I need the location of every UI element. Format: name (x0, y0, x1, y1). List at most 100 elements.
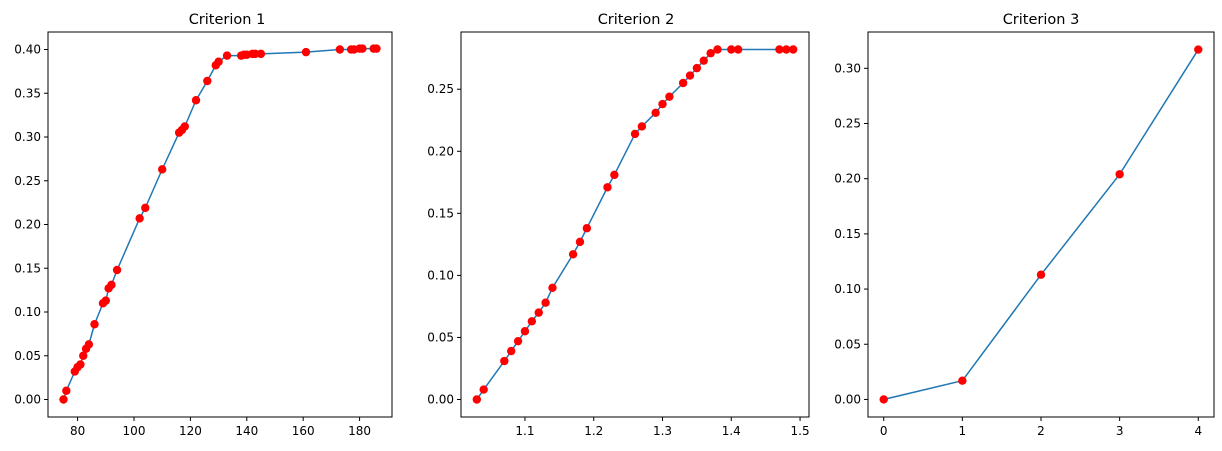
data-point (62, 386, 71, 395)
x-tick-label: 100 (123, 424, 146, 438)
x-tick-label: 3 (1116, 424, 1124, 438)
y-tick-label: 0.20 (834, 172, 861, 186)
data-point (706, 49, 715, 58)
data-point (107, 280, 116, 290)
x-tick-label: 0 (880, 424, 888, 438)
y-tick-label: 0.00 (834, 392, 861, 406)
data-point (479, 385, 488, 394)
y-tick-label: 0.15 (834, 227, 861, 241)
data-point (958, 376, 967, 385)
x-tick-label: 1.4 (722, 424, 741, 438)
data-point (214, 57, 223, 66)
data-point (685, 71, 695, 80)
data-point (678, 78, 688, 88)
subplot-criterion-3: Criterion 3 0 1 2 3 4 0.00 0.05 0.10 0.15 0.20 0.2… (834, 12, 1215, 438)
chart-title: Criterion 3 (1003, 12, 1080, 28)
x-tick-label: 120 (179, 424, 202, 438)
data-point (782, 45, 791, 54)
data-point (630, 129, 640, 139)
data-point (76, 360, 85, 369)
x-tick-label: 1.2 (584, 424, 603, 438)
data-point (603, 183, 612, 192)
data-marks: 0 1 2 3 4 0.00 0.05 0.10 0.15 0.20 0.25 0.30 (834, 45, 1203, 438)
x-tick-label: 80 (70, 424, 85, 438)
data-point (548, 283, 557, 292)
data-point (637, 122, 647, 131)
data-point (507, 346, 516, 356)
y-tick-label: 0.00 (427, 393, 454, 407)
data-point (575, 237, 585, 247)
y-tick-label: 0.15 (14, 261, 41, 275)
data-point (301, 47, 311, 57)
data-point (699, 56, 708, 65)
data-point (141, 203, 150, 213)
x-tick-label: 2 (1037, 424, 1045, 438)
data-marks: 80 100 120 140 160 180 0.00 0.05 0.10 0.15 0.20 0.2… (14, 43, 381, 438)
data-point (90, 320, 99, 329)
data-point (135, 214, 144, 223)
data-point (879, 395, 888, 404)
data-point (610, 170, 619, 180)
data-point (775, 45, 784, 54)
data-point (727, 45, 736, 54)
y-tick-label: 0.05 (427, 330, 454, 344)
y-tick-label: 0.20 (14, 218, 41, 232)
y-tick-label: 0.30 (14, 130, 41, 144)
plot-area (460, 31, 810, 418)
data-point (59, 395, 68, 404)
data-point (79, 351, 88, 360)
data-point (534, 308, 543, 317)
data-point (158, 165, 167, 174)
data-point (500, 356, 509, 366)
data-point (101, 296, 111, 305)
x-tick-label: 140 (235, 424, 258, 438)
data-point (582, 224, 592, 233)
data-point (527, 317, 537, 326)
data-point (733, 45, 743, 54)
data-point (1036, 270, 1046, 279)
y-tick-label: 0.15 (427, 206, 454, 220)
data-point (84, 340, 94, 349)
data-point (256, 49, 266, 59)
data-point (665, 92, 674, 101)
y-tick-label: 0.05 (14, 349, 41, 363)
x-tick-label: 1.5 (791, 424, 810, 438)
y-tick-label: 0.20 (427, 144, 454, 158)
data-point (1115, 170, 1124, 179)
data-point (180, 122, 189, 131)
y-tick-label: 0.05 (834, 337, 861, 351)
data-marks: 1.1 1.2 1.3 1.4 1.5 0.00 0.05 0.10 0.15 0.20 0.25 (427, 45, 810, 438)
data-point (358, 44, 367, 53)
y-tick-label: 0.10 (427, 268, 454, 282)
data-point (651, 108, 660, 118)
data-point (191, 96, 201, 105)
y-tick-label: 0.40 (14, 43, 41, 57)
y-tick-label: 0.25 (834, 117, 861, 131)
data-point (692, 63, 702, 73)
data-point (541, 298, 550, 307)
subplot-criterion-1: Criterion 1 80 100 120 140 160 180 0.00 0.05 0.1… (14, 12, 393, 438)
data-point (568, 250, 578, 259)
x-tick-label: 4 (1194, 424, 1202, 438)
x-tick-label: 1 (959, 424, 967, 438)
data-point (112, 265, 122, 275)
y-tick-label: 0.35 (14, 86, 41, 100)
y-tick-label: 0.25 (14, 174, 41, 188)
data-point (1194, 45, 1203, 54)
y-tick-label: 0.10 (834, 282, 861, 296)
chart-title: Criterion 2 (598, 12, 675, 28)
data-point (372, 44, 381, 53)
data-point (335, 45, 345, 54)
x-tick-label: 180 (348, 424, 371, 438)
data-point (222, 51, 232, 60)
data-point (472, 395, 482, 404)
x-tick-label: 1.1 (515, 424, 534, 438)
y-tick-label: 0.00 (14, 393, 41, 407)
data-point (658, 99, 667, 109)
x-tick-label: 1.3 (653, 424, 672, 438)
data-point (713, 45, 722, 54)
y-tick-label: 0.30 (834, 61, 861, 75)
subplot-criterion-2: Criterion 2 1.1 1.2 1.3 1.4 1.5 0.00 0.05 0.10 0… (427, 12, 809, 438)
y-tick-label: 0.25 (427, 82, 454, 96)
